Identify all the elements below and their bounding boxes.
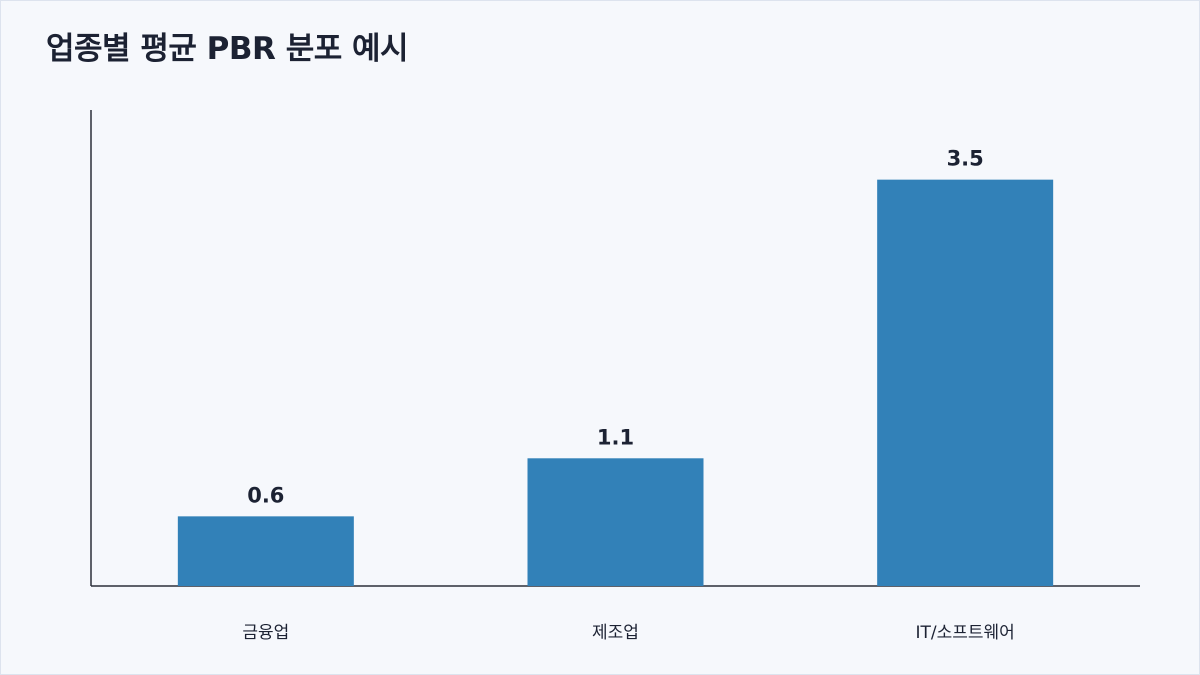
bar-0 xyxy=(177,516,354,586)
category-label: 금융업 xyxy=(242,623,289,643)
category-label: 제조업 xyxy=(592,623,639,643)
bar-value-label: 1.1 xyxy=(597,425,634,449)
bar-value-label: 3.5 xyxy=(947,147,984,171)
chart-title: 업종별 평균 PBR 분포 예시 xyxy=(46,31,409,67)
bars-group: 0.6 금융업 1.1 제조업 3.5 IT/소프트웨어 xyxy=(177,147,1054,643)
bar-2 xyxy=(877,179,1054,586)
category-label: IT/소프트웨어 xyxy=(916,623,1015,643)
bar-value-label: 0.6 xyxy=(247,483,284,507)
bar-1 xyxy=(527,458,704,586)
